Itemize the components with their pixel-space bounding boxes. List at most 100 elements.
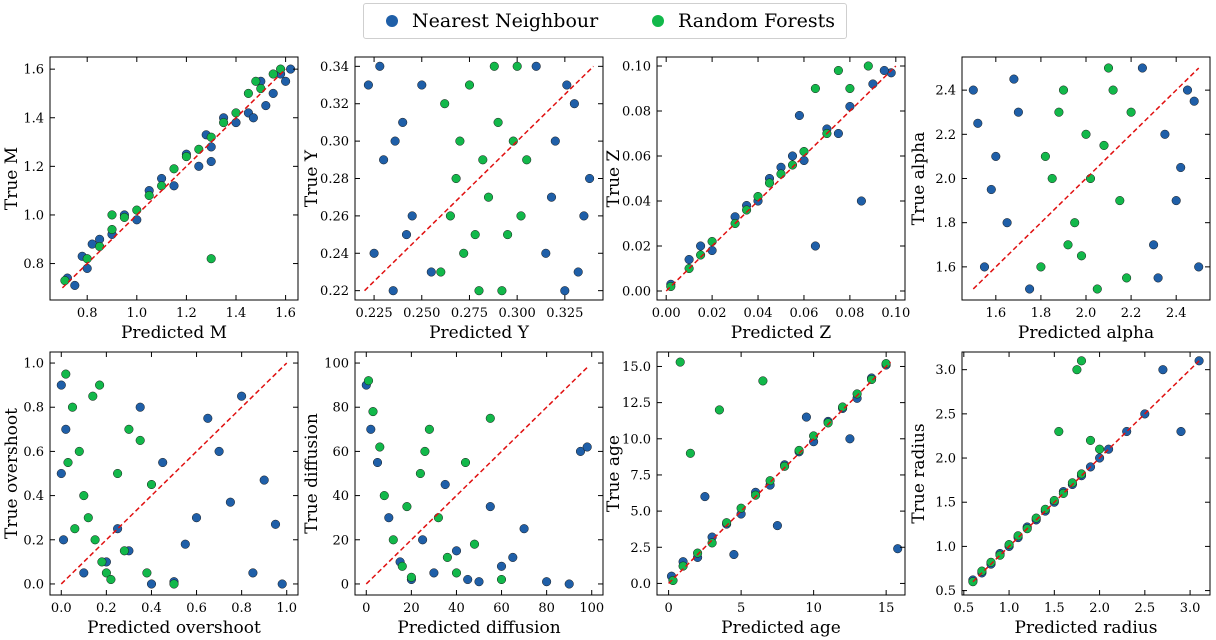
subplot-1: 0.8 1.0 1.2 1.4 1.6 0.8 1.0 1.2 1.4 1.6 Predicted … xyxy=(2,56,299,343)
y-tick-label: 0.6 xyxy=(23,445,44,460)
x-axis-label: Predicted diffusion xyxy=(397,618,560,638)
x-tick-label: 0.00 xyxy=(652,306,681,321)
x-tick-label: 0.02 xyxy=(698,306,727,321)
x-tick-label: 2.4 xyxy=(1166,306,1187,321)
y-tick-label: 0.0 xyxy=(23,577,44,592)
subplot-2: 0.225 0.250 0.275 0.300 0.325 0.22 0.24 0.26 0.2… xyxy=(302,56,604,343)
x-tick-label: 0.2 xyxy=(96,601,117,616)
x-tick-label: 2.2 xyxy=(1121,306,1142,321)
y-tick-label: 15.0 xyxy=(622,360,651,375)
x-tick-label: 1.6 xyxy=(275,306,296,321)
y-tick-label: 1.4 xyxy=(23,111,44,126)
x-tick-label: 20 xyxy=(403,601,420,616)
y-tick-label: 1.0 xyxy=(935,540,956,555)
y-tick-label: 3.0 xyxy=(935,363,956,378)
y-tick-label: 0.2 xyxy=(23,533,44,548)
x-tick-label: 1.4 xyxy=(226,306,247,321)
y-tick-label: 0.4 xyxy=(23,489,44,504)
x-tick-label: 10 xyxy=(805,601,822,616)
y-axis-label: True diffusion xyxy=(302,413,322,534)
x-tick-label: 1.0 xyxy=(276,601,297,616)
y-tick-label: 1.6 xyxy=(23,63,44,78)
x-tick-label: 80 xyxy=(538,601,555,616)
y-axis-label: True M xyxy=(2,147,22,210)
x-tick-label: 0.250 xyxy=(403,306,440,321)
x-tick-label: 0.4 xyxy=(141,601,162,616)
x-tick-label: 0.300 xyxy=(499,306,536,321)
x-axis-label: Predicted radius xyxy=(1015,618,1158,638)
y-tick-label: 1.0 xyxy=(23,208,44,223)
y-tick-label: 1.6 xyxy=(935,260,956,275)
y-tick-label: 2.2 xyxy=(935,128,956,143)
subplot-3: 0.00 0.02 0.04 0.06 0.08 0.10 0.00 0.02 0.04 0.06… xyxy=(604,56,910,343)
x-tick-label: 0.8 xyxy=(77,306,98,321)
y-tick-label: 12.5 xyxy=(622,396,651,411)
y-tick-label: 5.0 xyxy=(630,505,651,520)
y-tick-label: 0.0 xyxy=(630,577,651,592)
y-tick-label: 0.5 xyxy=(935,584,956,599)
y-tick-label: 0.30 xyxy=(320,135,349,150)
x-tick-label: 0.06 xyxy=(789,306,818,321)
legend-item-nearest-neighbour: Nearest Neighbour xyxy=(386,4,598,38)
x-tick-label: 2.0 xyxy=(1076,306,1097,321)
x-axis-label: Predicted overshoot xyxy=(87,618,261,638)
legend-marker-random-forests xyxy=(652,15,664,27)
subplot-7: 0 5 10 15 0.0 2.5 5.0 7.5 10.0 12.5 15.0 Predicted … xyxy=(604,351,906,638)
subplot-4: 1.6 1.8 2.0 2.2 2.4 1.6 1.8 2.0 2.2 2.4 Predicted … xyxy=(909,56,1211,343)
x-tick-label: 1.8 xyxy=(1031,306,1052,321)
x-tick-label: 0.225 xyxy=(355,306,392,321)
x-tick-label: 1.2 xyxy=(176,306,197,321)
x-tick-label: 0.0 xyxy=(51,601,72,616)
x-tick-label: 100 xyxy=(579,601,604,616)
x-tick-label: 0.04 xyxy=(744,306,773,321)
y-tick-label: 40 xyxy=(332,489,349,504)
legend: Nearest Neighbour Random Forests xyxy=(363,3,847,39)
y-tick-label: 0 xyxy=(341,577,349,592)
y-tick-label: 0.08 xyxy=(622,105,651,120)
x-tick-label: 0 xyxy=(664,601,672,616)
x-tick-label: 1.0 xyxy=(999,601,1020,616)
x-axis-label: Predicted Z xyxy=(731,323,832,343)
y-tick-label: 2.5 xyxy=(630,541,651,556)
y-axis-label: True alpha xyxy=(909,132,929,225)
x-tick-label: 0.6 xyxy=(186,601,207,616)
x-tick-label: 2.5 xyxy=(1134,601,1155,616)
y-tick-label: 0.28 xyxy=(320,172,349,187)
y-axis-label: True overshoot xyxy=(2,408,22,539)
y-tick-label: 0.00 xyxy=(622,285,651,300)
y-tick-label: 2.0 xyxy=(935,172,956,187)
y-tick-label: 100 xyxy=(324,357,349,372)
legend-label-nearest-neighbour: Nearest Neighbour xyxy=(412,10,599,32)
y-tick-label: 1.5 xyxy=(935,496,956,511)
y-tick-label: 0.04 xyxy=(622,195,651,210)
y-tick-label: 0.06 xyxy=(622,150,651,165)
x-axis-label: Predicted M xyxy=(121,323,227,343)
y-tick-label: 1.2 xyxy=(23,160,44,175)
x-tick-label: 0.275 xyxy=(451,306,488,321)
x-tick-label: 1.0 xyxy=(126,306,147,321)
y-tick-label: 0.32 xyxy=(320,97,349,112)
y-tick-label: 80 xyxy=(332,401,349,416)
x-tick-label: 2.0 xyxy=(1089,601,1110,616)
x-tick-label: 0.325 xyxy=(546,306,583,321)
y-axis-label: True Y xyxy=(302,149,322,207)
subplot-8: 0.5 1.0 1.5 2.0 2.5 3.0 0.5 1.0 1.5 2.0 2.5 3.0 Pred… xyxy=(909,351,1211,638)
y-tick-label: 2.5 xyxy=(935,407,956,422)
y-tick-label: 0.26 xyxy=(320,209,349,224)
y-tick-label: 20 xyxy=(332,533,349,548)
x-tick-label: 0.5 xyxy=(953,601,974,616)
subplot-5: 0.0 0.2 0.4 0.6 0.8 1.0 0.0 0.2 0.4 0.6 0.8 1.0 Pred… xyxy=(2,351,299,638)
x-axis-label: Predicted age xyxy=(721,618,841,638)
y-axis-label: True Z xyxy=(604,149,624,207)
y-tick-label: 0.10 xyxy=(622,60,651,75)
y-tick-label: 0.22 xyxy=(320,284,349,299)
x-axis-label: Predicted alpha xyxy=(1018,323,1154,343)
y-axis-label: True age xyxy=(604,435,624,512)
x-tick-label: 15 xyxy=(878,601,895,616)
x-tick-label: 0.08 xyxy=(835,306,864,321)
y-tick-label: 0.24 xyxy=(320,247,349,262)
y-tick-label: 0.34 xyxy=(320,60,349,75)
x-tick-label: 60 xyxy=(493,601,510,616)
y-axis-label: True radius xyxy=(909,423,929,523)
